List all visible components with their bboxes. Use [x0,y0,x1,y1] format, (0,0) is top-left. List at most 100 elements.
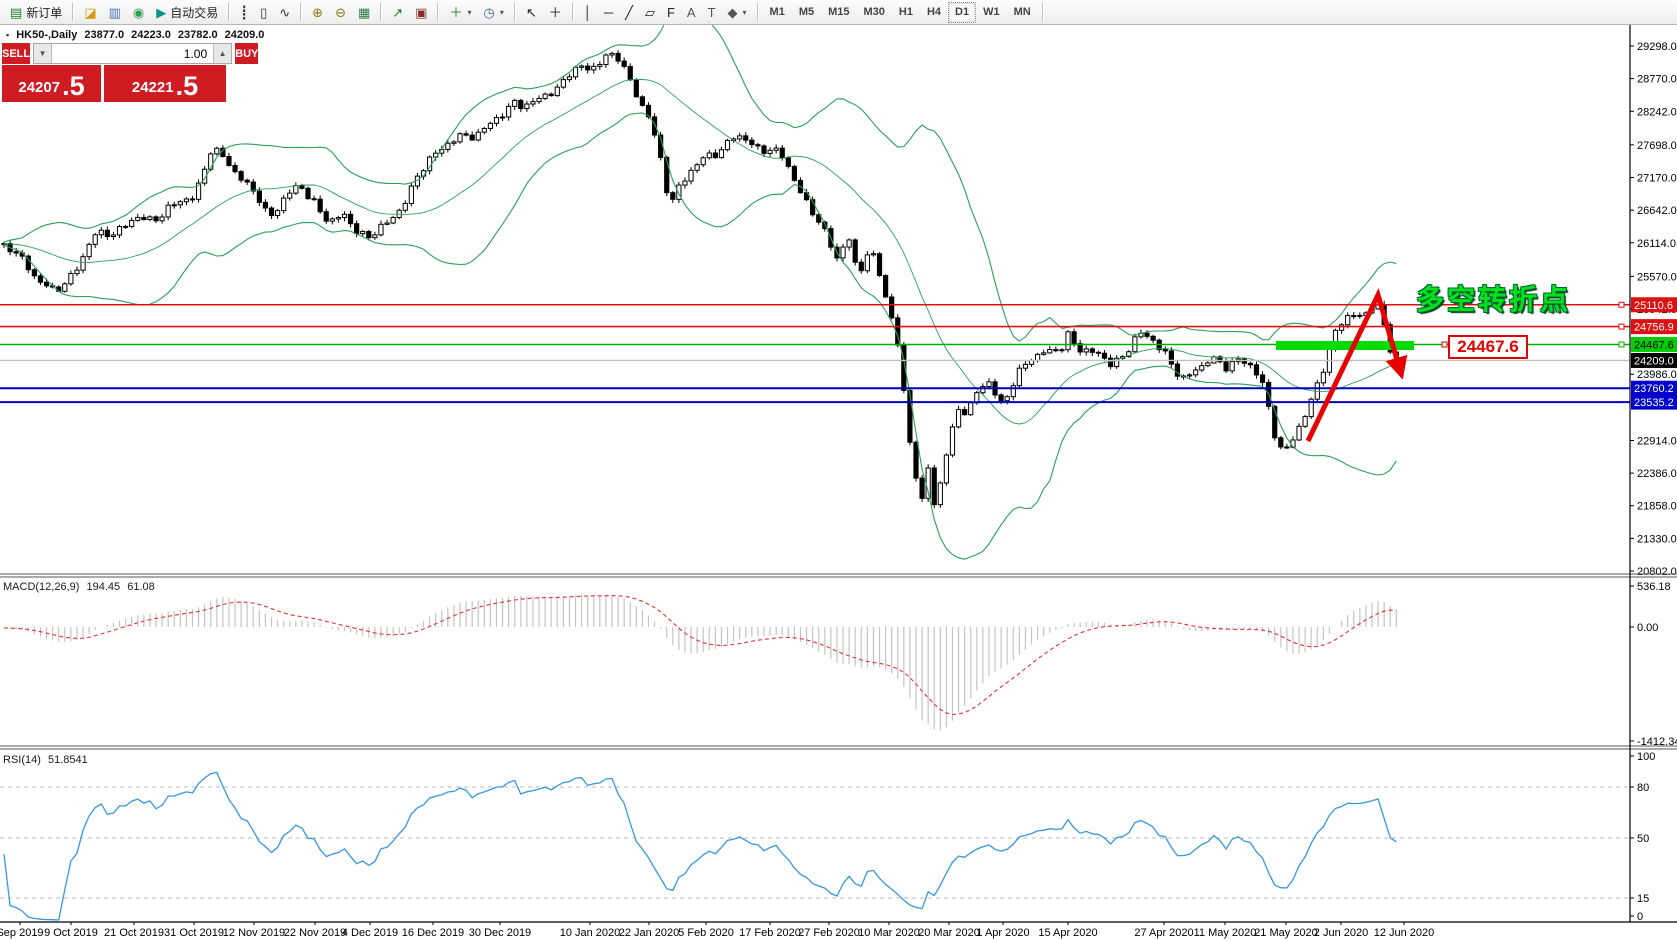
candle [506,103,512,121]
price-axis[interactable]: 29298.0 28770.0 28242.0 27698.0 27170.0 26642… [1630,41,1677,923]
chart-window-button[interactable]: ◪ [78,1,102,24]
periods-icon: ◷ [483,4,495,20]
tile-windows-icon: ▦ [357,4,371,20]
candle [80,253,86,274]
candle [390,215,396,225]
buy-button[interactable]: BUY [235,43,259,64]
timeframe-m1[interactable]: M1 [769,6,785,18]
hline-handle[interactable] [1618,341,1625,348]
candle [323,208,329,224]
sell-button[interactable]: SELL [2,43,31,64]
volume-input[interactable] [52,44,214,63]
price-tick-label: 21330.0 [1637,533,1677,545]
buy-price-button[interactable]: 24221 .5 [104,65,226,102]
auto-trading-button[interactable]: ▶ 自动交易 [150,1,224,24]
candle [712,149,718,159]
horizontal-line-button[interactable]: ─ [598,1,619,24]
zoom-out-button[interactable]: ⊖ [329,1,352,24]
candle [360,229,366,237]
price-tag-annotation[interactable]: 24467.6 [1448,335,1528,359]
volume-increase-button[interactable]: ▲ [213,44,232,63]
candle [548,92,554,97]
price-flag-25110.6 [1631,297,1677,313]
turning-point-annotation[interactable]: 多空转折点 [1416,284,1572,315]
trend-arrow-annotation[interactable] [1305,288,1408,443]
price-tag-handle[interactable] [1441,341,1448,348]
timeframe-m30[interactable]: M30 [863,6,885,18]
volume-decrease-button[interactable]: ▼ [34,44,53,63]
sell-price-main: 24207 [18,79,61,96]
candle [700,156,706,168]
candlestick-chart-button[interactable]: ▯ [254,1,273,24]
line-chart-button[interactable]: ∿ [273,1,296,24]
candle [238,169,244,183]
hline-handle[interactable] [1618,323,1625,330]
candle [1059,348,1065,353]
date-label: 30 Dec 2019 [469,927,531,939]
fibonacci-button[interactable]: F [661,1,681,24]
candle [1041,349,1047,356]
candle [512,98,518,111]
candle [1095,350,1102,357]
text-label-button[interactable]: T [702,1,722,24]
timeframe-d1[interactable]: D1 [948,1,977,23]
add-indicator-button[interactable]: ＋ ▾ [443,1,477,24]
time-axis[interactable]: Sep 2019 9 Oct 2019 21 Oct 2019 31 Oct 2019… [0,922,1434,939]
candle [907,388,913,446]
bar-chart-button[interactable]: ┋ [234,1,254,24]
vertical-line-button[interactable]: │ [578,1,598,24]
candle [1174,360,1181,380]
zoom-in-button[interactable]: ⊕ [306,1,329,24]
macd-signal-line [3,595,1397,716]
candle [773,144,779,154]
indicators-button[interactable]: ↗ [386,1,409,24]
chart-canvas[interactable]: 29298.0 28770.0 28242.0 27698.0 27170.0 26642… [0,25,1677,941]
periods-button[interactable]: ◷ ▾ [478,1,510,24]
cursor-button[interactable]: ↖ [520,1,543,24]
toolbar-separator [756,3,759,21]
candle [232,162,238,174]
candle [1010,382,1016,401]
navigator-button[interactable]: ◉ [127,1,150,24]
date-label: 4 Dec 2019 [342,927,398,939]
candle [682,177,688,189]
date-label: 17 Feb 2020 [739,927,801,939]
timeframe-h1[interactable]: H1 [898,6,913,18]
date-label: 12 Jun 2020 [1374,927,1435,939]
sell-price-button[interactable]: 24207 .5 [2,65,101,102]
price-tick-label: 23986.0 [1637,369,1677,381]
timeframe-m15[interactable]: M15 [828,6,850,18]
tile-windows-button[interactable]: ▦ [352,1,376,24]
templates-button[interactable]: ▣ [409,1,433,24]
candle [335,215,341,223]
date-label: 27 Apr 2020 [1134,927,1193,939]
chart-annotations[interactable] [1276,288,1448,443]
support-band-annotation[interactable] [1276,341,1414,350]
new-order-button[interactable]: ▤ 新订单 [4,1,68,24]
candle [615,50,621,64]
price-tick-label: 27698.0 [1637,140,1677,152]
shapes-button[interactable]: ◆ ▾ [722,1,753,24]
crosshair-button[interactable]: ＋ [543,1,568,24]
chart-title-line: ▪ HK50-,Daily 23877.0 24223.0 23782.0 24… [6,29,264,41]
candle [913,440,919,482]
auto-trading-button-label: 自动交易 [170,5,219,20]
timeframe-w1[interactable]: W1 [983,6,1000,18]
candle [767,147,773,157]
hline-handle[interactable] [1618,301,1625,308]
candle [1126,350,1132,358]
text-icon: A [686,4,696,20]
channel-button[interactable]: ▱ [639,1,661,24]
text-button[interactable]: A [681,1,702,24]
timeframe-mn[interactable]: MN [1013,6,1031,18]
trendline-button[interactable]: ╱ [619,1,639,24]
rsi-line [3,771,1397,921]
market-watch-button[interactable]: ▥ [103,1,127,24]
timeframe-h4[interactable]: H4 [926,6,942,18]
candle [639,95,645,107]
toolbar: ▤ 新订单 ◪ ▥ ◉ ▶ 自动交易 ┋ ▯ ∿ ⊕ ⊖ ▦ ↗ ▣ ＋ ▾ ◷ ▾ ↖ ＋ │ ─ ╱ ▱ F A T ◆ ▾ M1 M5 M… [0,0,1677,25]
timeframe-m5[interactable]: M5 [798,6,815,18]
candle [968,401,974,416]
candle [287,189,293,201]
candle [226,152,232,167]
